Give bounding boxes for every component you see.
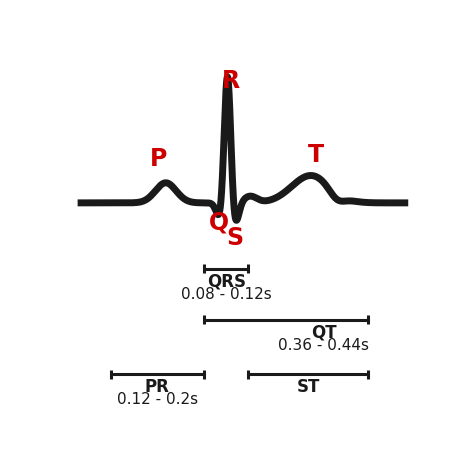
Text: Q: Q <box>209 211 229 235</box>
Text: ST: ST <box>296 378 319 396</box>
Text: R: R <box>222 69 240 92</box>
Text: 0.08 - 0.12s: 0.08 - 0.12s <box>181 287 272 301</box>
Text: T: T <box>308 144 325 167</box>
Text: 0.12 - 0.2s: 0.12 - 0.2s <box>117 392 198 408</box>
Text: 0.36 - 0.44s: 0.36 - 0.44s <box>278 337 369 353</box>
Text: QT: QT <box>311 323 337 341</box>
Text: S: S <box>226 226 244 249</box>
Text: PR: PR <box>145 378 170 396</box>
Text: P: P <box>150 147 167 171</box>
Text: QRS: QRS <box>207 273 246 291</box>
